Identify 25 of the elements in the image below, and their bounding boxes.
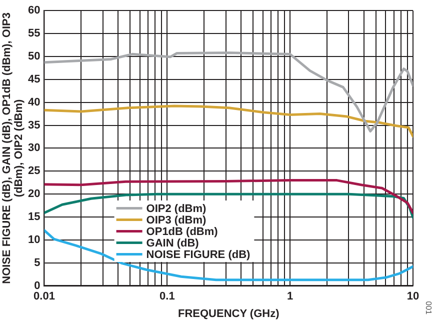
y-tick-label: 60 <box>28 4 40 17</box>
y-tick-label: 35 <box>28 119 40 132</box>
legend-label: GAIN (dB) <box>146 237 200 250</box>
y-tick-label: 5 <box>34 256 40 269</box>
y-tick-label: 20 <box>28 188 40 200</box>
x-tick-label: 10 <box>406 290 420 302</box>
y-tick-label: 40 <box>28 96 40 108</box>
x-tick-label: 1 <box>287 290 294 302</box>
text: 001 <box>424 301 433 316</box>
legend-label: NOISE FIGURE (dB) <box>146 248 251 261</box>
y-tick-label: 30 <box>28 142 40 154</box>
legend-label: OIP2 (dBm) <box>146 202 207 215</box>
y-tick-label: 10 <box>28 234 40 246</box>
y-axis-title: NOISE FIGURE (dB), GAIN (dB), OP1dB (dBm), OIP3 (dBm), OIP2 (dBm) <box>1 12 26 284</box>
y-tick-label: 25 <box>28 165 40 178</box>
legend-label: OIP3 (dBm) <box>146 214 207 226</box>
x-axis-title: FREQUENCY (GHz) <box>178 308 280 320</box>
y-tick-label: 50 <box>28 50 40 62</box>
y-tick-label: 0 <box>34 280 40 292</box>
y-tick-label: 55 <box>28 28 40 40</box>
legend-label: OP1dB (dBm) <box>146 226 218 238</box>
y-tick-label: 15 <box>28 211 40 224</box>
y-tick-label: 45 <box>28 73 40 86</box>
x-tick-label: 0.01 <box>34 290 55 302</box>
x-tick-label: 0.1 <box>160 290 175 302</box>
